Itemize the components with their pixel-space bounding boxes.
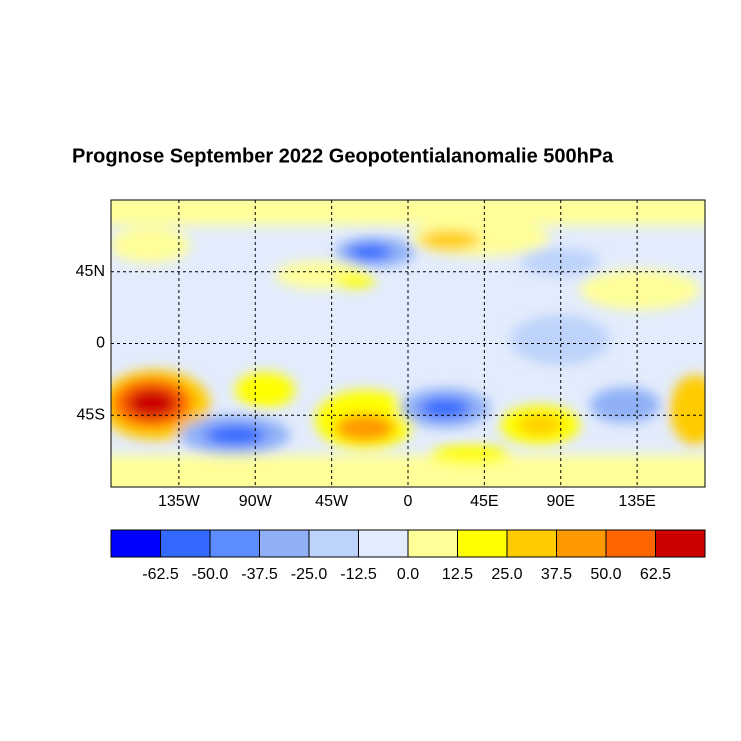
colorbar-label: -12.5 bbox=[340, 566, 377, 583]
colorbar-label: -62.5 bbox=[142, 566, 179, 583]
lon-tick-label: 90W bbox=[239, 493, 273, 510]
colorbar-swatch bbox=[407, 529, 458, 558]
colorbar-label: 25.0 bbox=[491, 566, 522, 583]
colorbar-label: 12.5 bbox=[442, 566, 473, 583]
colorbar-swatch bbox=[259, 529, 310, 558]
lon-tick-label: 45W bbox=[315, 493, 349, 510]
lat-tick-label: 0 bbox=[96, 335, 105, 352]
colorbar-swatch bbox=[209, 529, 260, 558]
title: Prognose September 2022 Geopotentialanom… bbox=[72, 145, 614, 167]
lon-tick-label: 45E bbox=[470, 493, 498, 510]
colorbar: -62.5 -50.0 -37.5 -25.0 -12.5 0.0 12.5 25.0 37.5… bbox=[110, 529, 706, 583]
colorbar-swatch bbox=[110, 529, 161, 558]
colorbar-label: -37.5 bbox=[241, 566, 278, 583]
colorbar-label: -50.0 bbox=[192, 566, 229, 583]
lon-tick-label: 0 bbox=[404, 493, 413, 510]
graticule: 135W 90W 45W 0 45E 90E 135E 45N 0 45S bbox=[76, 200, 705, 510]
colorbar-swatch bbox=[655, 529, 706, 558]
colorbar-swatch bbox=[556, 529, 607, 558]
colorbar-swatch bbox=[506, 529, 557, 558]
colorbar-label: 62.5 bbox=[640, 566, 671, 583]
colorbar-swatch bbox=[457, 529, 508, 558]
lon-tick-label: 135W bbox=[158, 493, 201, 510]
lon-tick-label: 135E bbox=[618, 493, 655, 510]
colorbar-label: 0.0 bbox=[397, 566, 419, 583]
colorbar-swatch bbox=[358, 529, 409, 558]
colorbar-swatch bbox=[160, 529, 211, 558]
colorbar-label: 50.0 bbox=[590, 566, 621, 583]
colorbar-swatch bbox=[308, 529, 359, 558]
lat-tick-label: 45S bbox=[77, 406, 105, 423]
colorbar-label: 37.5 bbox=[541, 566, 572, 583]
map-frame bbox=[110, 199, 706, 488]
lat-tick-label: 45N bbox=[76, 263, 105, 280]
colorbar-label: -25.0 bbox=[291, 566, 328, 583]
colorbar-swatch bbox=[605, 529, 656, 558]
anomaly-field bbox=[111, 200, 705, 487]
lon-tick-label: 90E bbox=[547, 493, 575, 510]
